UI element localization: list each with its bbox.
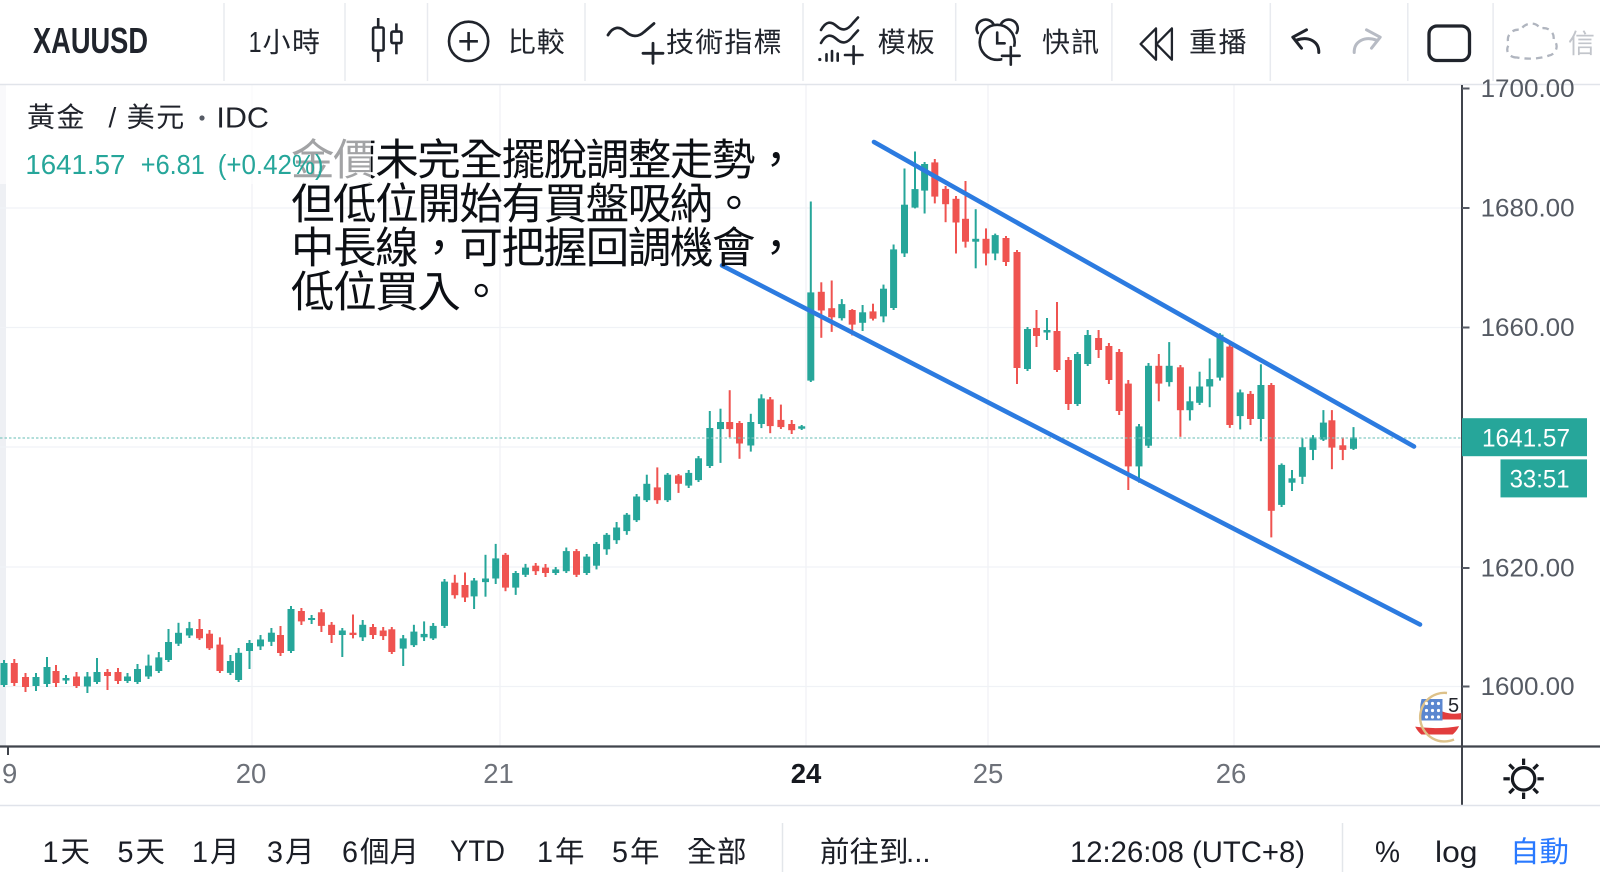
svg-text:1: 1 [43,836,59,869]
svg-text:1660.00: 1660.00 [1481,314,1575,342]
svg-text:/: / [109,102,117,133]
svg-text:24: 24 [791,758,822,789]
svg-text:YTD: YTD [450,835,505,868]
svg-text:1: 1 [249,27,262,59]
svg-text:%: % [1375,836,1400,869]
svg-text:20: 20 [236,758,267,789]
svg-text:5: 5 [118,836,134,869]
svg-text:XAUUSD: XAUUSD [33,20,148,61]
svg-text:12:26:08 (UTC+8): 12:26:08 (UTC+8) [1070,836,1305,869]
svg-text:21: 21 [483,758,514,789]
svg-text:1680.00: 1680.00 [1481,195,1575,223]
svg-text:3: 3 [267,836,283,869]
svg-text:1641.57: 1641.57 [1482,425,1570,453]
svg-text:+6.81: +6.81 [141,149,205,180]
svg-text:(+0.42%): (+0.42%) [218,149,324,180]
svg-text:...: ... [906,836,931,869]
svg-text:33:51: 33:51 [1510,466,1570,494]
svg-text:IDC: IDC [216,103,269,135]
svg-text:1700.00: 1700.00 [1481,75,1575,103]
svg-text:6: 6 [342,836,358,869]
svg-text:25: 25 [973,758,1004,789]
svg-text:26: 26 [1216,758,1247,789]
svg-text:5: 5 [612,836,628,869]
svg-text:1600.00: 1600.00 [1481,673,1575,701]
svg-text:1620.00: 1620.00 [1481,555,1575,583]
svg-text:5: 5 [1448,695,1459,717]
svg-text:1641.57: 1641.57 [25,149,125,180]
svg-text:1: 1 [537,836,553,869]
svg-text:9: 9 [2,758,17,789]
svg-text:log: log [1435,836,1478,869]
svg-text:1: 1 [192,836,208,869]
